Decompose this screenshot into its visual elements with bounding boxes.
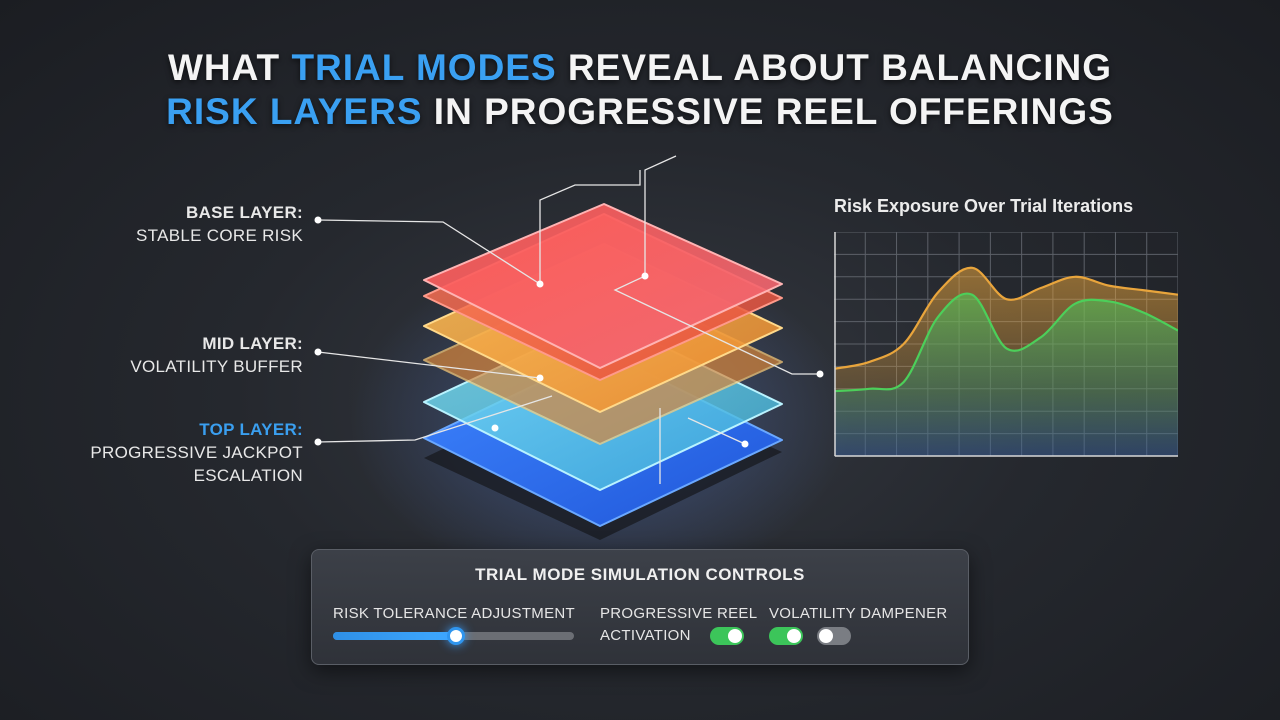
title-text: IN PROGRESSIVE REEL OFFERINGS (422, 91, 1114, 132)
series-green-line (834, 292, 1178, 393)
toggle-knob (819, 629, 833, 643)
top-layer-label: TOP LAYER: PROGRESSIVE JACKPOT ESCALATIO… (90, 418, 303, 487)
risk-exposure-chart (834, 232, 1178, 457)
leader-lines (317, 155, 820, 484)
progressive-reel-label: PROGRESSIVE REEL (600, 605, 758, 622)
base-layer-desc: STABLE CORE RISK (136, 226, 303, 245)
volatility-dampener-toggle-2[interactable] (817, 627, 851, 645)
title-line-1: WHAT TRIAL MODES REVEAL ABOUT BALANCING (0, 46, 1280, 90)
page-title: WHAT TRIAL MODES REVEAL ABOUT BALANCING … (0, 46, 1280, 134)
progressive-reel-toggle[interactable] (710, 627, 744, 645)
toggle-knob (787, 629, 801, 643)
toggle-knob (728, 629, 742, 643)
series-orange-line (834, 266, 1178, 370)
mid-layer-title: MID LAYER: (202, 334, 303, 353)
base-layer-red (423, 203, 783, 369)
risk-tolerance-label: RISK TOLERANCE ADJUSTMENT (333, 605, 575, 622)
top-layer-desc-line2: ESCALATION (193, 466, 303, 485)
series-green-area (835, 293, 1178, 456)
chart-title: Risk Exposure Over Trial Iterations (834, 196, 1134, 216)
volatility-dampener-toggle-1[interactable] (769, 627, 803, 645)
top-layer-title: TOP LAYER: (199, 420, 303, 439)
risk-tolerance-slider[interactable] (333, 627, 574, 645)
base-layer-label: BASE LAYER: STABLE CORE RISK (136, 201, 303, 247)
top-layer-desc-line1: PROGRESSIVE JACKPOT (90, 443, 303, 462)
volatility-dampener-label: VOLATILITY DAMPENER (769, 605, 948, 622)
simulation-controls-panel: TRIAL MODE SIMULATION CONTROLS RISK TOLE… (311, 549, 969, 665)
base-layer-title: BASE LAYER: (186, 203, 303, 222)
title-text: REVEAL ABOUT BALANCING (556, 47, 1113, 88)
mid-layer-desc: VOLATILITY BUFFER (130, 357, 303, 376)
panel-title: TRIAL MODE SIMULATION CONTROLS (475, 565, 805, 584)
title-highlight-trial-modes: TRIAL MODES (291, 47, 557, 88)
title-highlight-risk-layers: RISK LAYERS (166, 91, 423, 132)
slider-fill (333, 632, 456, 640)
progressive-reel-label-line2: ACTIVATION (600, 627, 691, 644)
title-text: WHAT (167, 47, 292, 88)
title-line-2: RISK LAYERS IN PROGRESSIVE REEL OFFERING… (0, 90, 1280, 134)
mid-layer-label: MID LAYER: VOLATILITY BUFFER (130, 332, 303, 378)
leader-dots (314, 216, 824, 448)
slider-thumb[interactable] (446, 627, 465, 645)
chart-series (834, 266, 1178, 456)
